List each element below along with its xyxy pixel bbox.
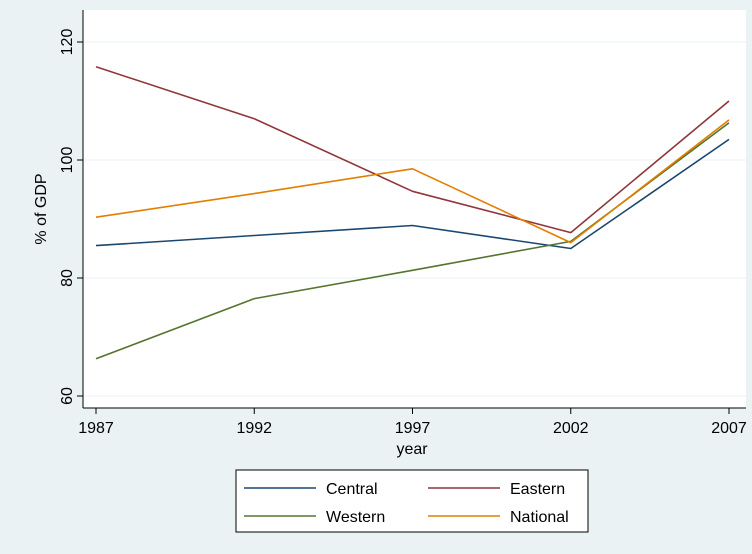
x-tick-label: 1992 (236, 420, 272, 437)
legend-label-national: National (510, 509, 569, 526)
x-axis-title: year (396, 441, 428, 458)
y-tick-label: 60 (59, 387, 76, 405)
legend-label-western: Western (326, 509, 385, 526)
legend-label-central: Central (326, 481, 378, 498)
axes (77, 10, 746, 414)
x-tick-label: 2002 (553, 420, 589, 437)
legend-label-eastern: Eastern (510, 481, 565, 498)
grid-lines (83, 41, 746, 397)
y-tick-label: 100 (59, 147, 76, 174)
legend: Central Eastern Western National (235, 469, 589, 533)
y-axis-title: % of GDP (33, 173, 50, 244)
series-lines (95, 66, 730, 360)
y-tick-labels: 60 80 100 120 (59, 29, 76, 405)
y-tick-label: 80 (59, 269, 76, 287)
series-line-eastern (95, 66, 730, 234)
legend-box (235, 469, 589, 533)
y-tick-label: 120 (59, 29, 76, 56)
series-line-central (95, 138, 730, 250)
x-tick-label: 1997 (395, 420, 431, 437)
x-tick-label: 1987 (78, 420, 114, 437)
series-line-national (95, 119, 730, 244)
x-tick-label: 2007 (711, 420, 747, 437)
x-tick-labels: 1987 1992 1997 2002 2007 (78, 420, 747, 437)
plot-area (83, 10, 746, 408)
